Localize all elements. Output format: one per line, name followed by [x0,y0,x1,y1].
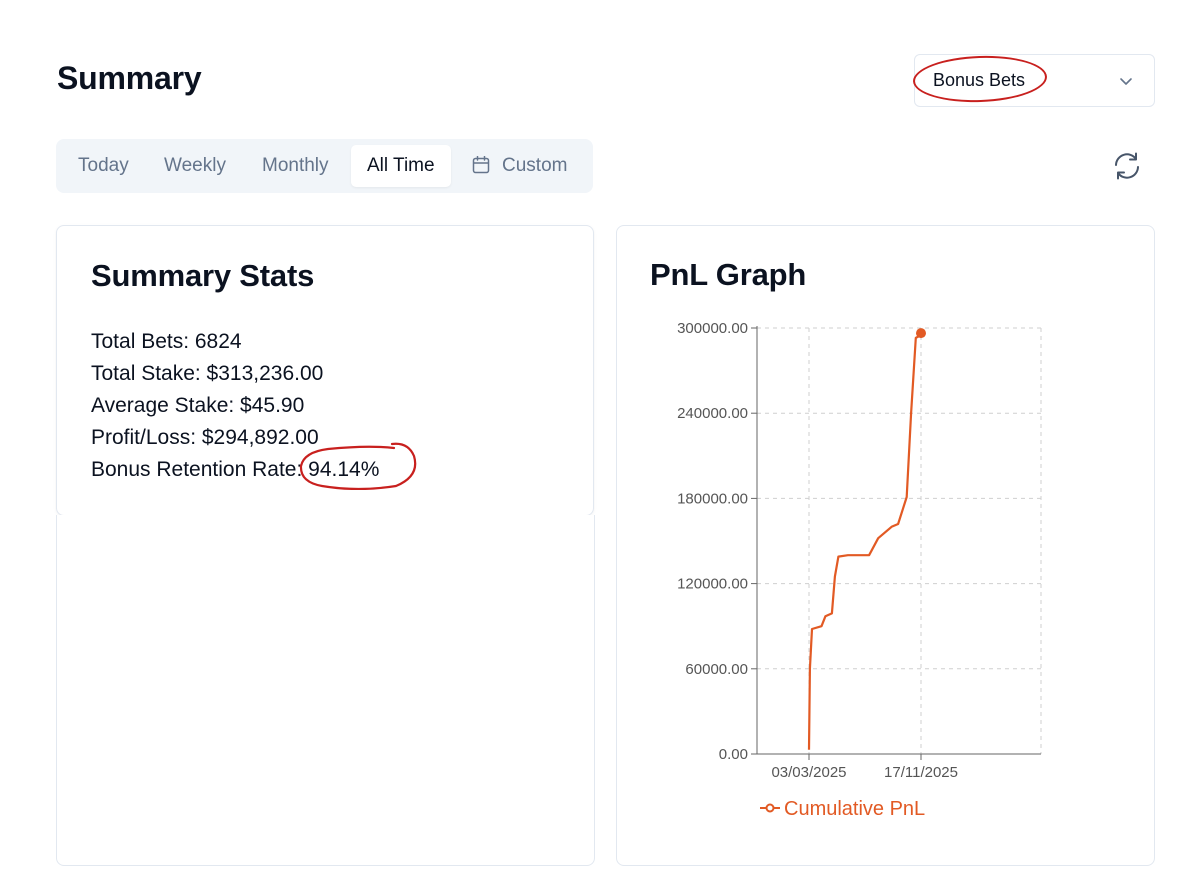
total-bets: Total Bets: 6824 [91,330,242,353]
tab-today[interactable]: Today [62,145,145,187]
tab-label: Weekly [164,155,226,176]
tab-monthly[interactable]: Monthly [246,145,345,187]
total-stake: Total Stake: $313,236.00 [91,362,324,385]
y-tick-label: 0.00 [719,746,748,763]
x-tick-label: 17/11/2025 [884,764,958,781]
period-tabs: Today Weekly Monthly All Time Custom [56,139,593,193]
tab-weekly[interactable]: Weekly [148,145,242,187]
chart-axes: 0.00 60000.00 120000.00 180000.00 240000.00 3… [677,320,1041,781]
pnl-chart: 0.00 60000.00 120000.00 180000.00 240000.00 3… [677,320,1042,781]
tab-label: Custom [502,155,568,176]
legend-line-icon [760,803,780,813]
page-title: Summary [57,60,202,96]
active-point [916,328,926,339]
chart-legend[interactable]: Cumulative PnL [760,798,925,821]
x-tick-label: 03/03/2025 [771,764,846,781]
y-tick-label: 300000.00 [677,320,748,337]
y-tick-label: 180000.00 [677,490,748,507]
profit-loss: Profit/Loss: $294,892.00 [91,426,319,449]
y-tick-label: 60000.00 [685,661,748,678]
series-line-cumulative-pnl [807,334,922,750]
tab-custom[interactable]: Custom [456,145,583,187]
tab-label: Today [78,155,129,176]
graph-title: PnL Graph [650,257,807,292]
pnl-graph-card: PnL Graph [616,225,1155,866]
y-tick-label: 120000.00 [677,576,748,593]
bet-type-value: Bonus Bets [933,70,1026,90]
bonus-retention-rate: Bonus Retention Rate: 94.14% [91,458,380,481]
bet-type-select[interactable]: Bonus Bets [914,54,1155,107]
tab-all-time[interactable]: All Time [351,145,451,187]
y-tick-label: 240000.00 [677,405,748,422]
stats-title: Summary Stats [91,258,315,293]
tab-label: Monthly [262,155,329,176]
chart-grid [757,327,1042,754]
summary-stats-card: Summary Stats Total Bets: 6824 Total Sta… [56,225,594,516]
chart-series [807,328,926,750]
calendar-icon [472,156,490,174]
chevron-down-icon [1120,78,1132,85]
stats-list: Total Bets: 6824 Total Stake: $313,236.0… [91,326,379,486]
average-stake: Average Stake: $45.90 [91,394,305,417]
legend-label: Cumulative PnL [784,798,926,820]
tab-label: All Time [367,155,435,176]
refresh-icon[interactable] [1112,151,1142,181]
empty-panel [56,515,595,866]
